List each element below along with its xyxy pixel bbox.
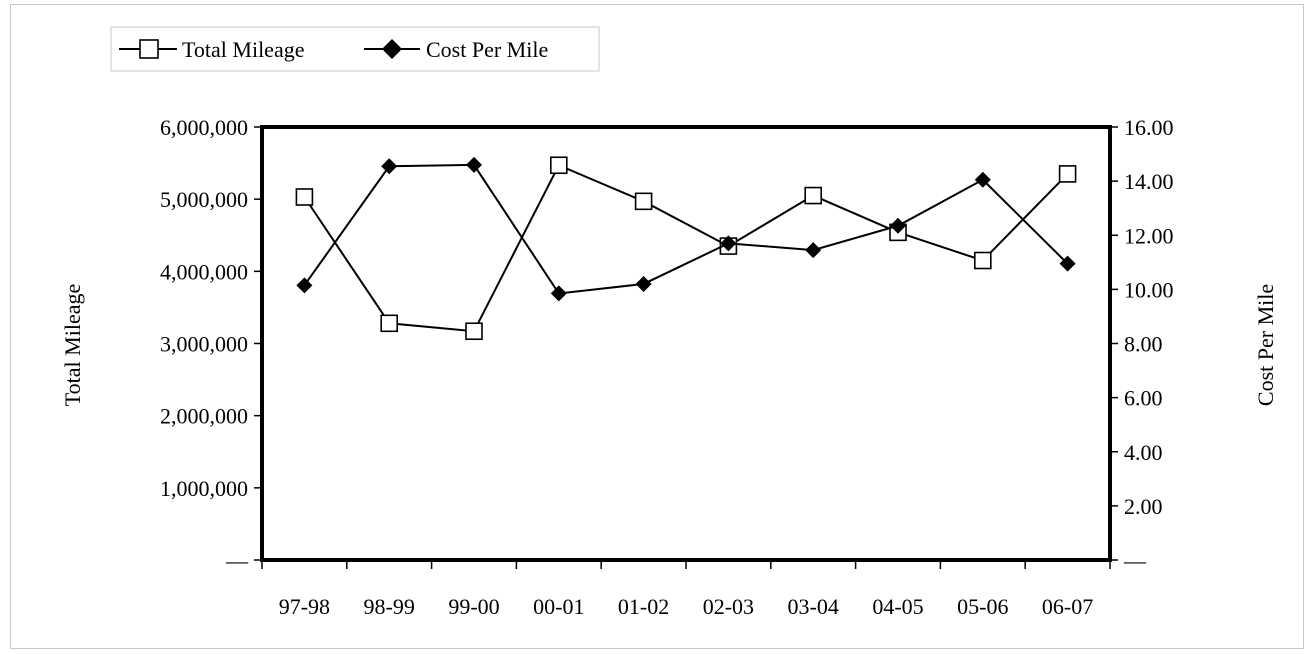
- data-point-cost-per-mile: [635, 275, 652, 292]
- series-line-total-mileage: [303, 163, 1069, 333]
- data-point-total-mileage: [549, 156, 568, 175]
- data-point-cost-per-mile: [974, 171, 991, 188]
- y-right-tick-label: —: [1123, 548, 1147, 573]
- plot-area: [260, 125, 1112, 562]
- data-point-total-mileage: [804, 186, 823, 205]
- y-axis-left: — 1,000,000 2,000,000 3,000,000 4,000,000 5,0…: [160, 115, 262, 573]
- legend-marker-diamond-icon: [382, 39, 402, 59]
- data-point-total-mileage: [295, 188, 314, 206]
- legend-item-cost-per-mile: Cost Per Mile: [364, 37, 548, 62]
- data-point-cost-per-mile: [381, 158, 398, 175]
- y-left-tick-label: 3,000,000: [160, 332, 248, 357]
- x-tick-label: 00-01: [533, 594, 584, 619]
- x-tick-label: 05-06: [957, 594, 1008, 619]
- y-left-tick-label: 4,000,000: [160, 259, 248, 284]
- data-point-cost-per-mile: [890, 217, 906, 234]
- x-axis: 97-98 98-99 99-00 00-01 01-02 02-03 03-04 04-05…: [261, 560, 1111, 619]
- y-right-tick-label: 2.00: [1124, 494, 1163, 519]
- y-axis-right: — 2.00 4.00 6.00 8.00 10.00 12.00 14.00 16.00: [1110, 115, 1174, 573]
- y-right-tick-label: 14.00: [1124, 169, 1174, 194]
- x-tick-label: 03-04: [788, 594, 839, 619]
- legend-label-total-mileage: Total Mileage: [182, 37, 304, 62]
- data-point-total-mileage: [634, 192, 653, 211]
- y-left-tick-label: 5,000,000: [160, 187, 248, 212]
- data-point-total-mileage: [973, 251, 992, 270]
- data-point-cost-per-mile: [466, 156, 482, 173]
- y-right-tick-label: 12.00: [1124, 223, 1174, 248]
- x-tick-label: 98-99: [364, 594, 415, 619]
- chart-frame: [10, 4, 1304, 649]
- data-point-total-mileage: [1058, 165, 1077, 183]
- x-tick-label: 02-03: [703, 594, 754, 619]
- data-point-cost-per-mile: [1059, 255, 1076, 272]
- legend-label-cost-per-mile: Cost Per Mile: [426, 37, 548, 62]
- data-point-cost-per-mile: [720, 235, 737, 252]
- x-tick-label: 99-00: [448, 594, 499, 619]
- x-tick-label: 04-05: [872, 594, 923, 619]
- y-right-tick-label: 16.00: [1124, 115, 1174, 140]
- y-left-tick-label: 2,000,000: [160, 404, 248, 429]
- series-layer: [295, 156, 1077, 341]
- x-tick-label: 06-07: [1042, 594, 1093, 619]
- y-axis-right-title: Cost Per Mile: [1253, 284, 1278, 406]
- y-left-tick-label: 1,000,000: [160, 476, 248, 501]
- data-point-cost-per-mile: [296, 277, 313, 294]
- y-right-tick-label: 4.00: [1124, 440, 1163, 465]
- legend-item-total-mileage: Total Mileage: [119, 37, 304, 62]
- y-right-tick-label: 6.00: [1124, 386, 1163, 411]
- x-tick-label: 97-98: [279, 594, 330, 619]
- data-point-total-mileage: [465, 322, 483, 341]
- y-left-tick-label: —: [225, 548, 249, 573]
- y-right-tick-label: 10.00: [1124, 277, 1174, 302]
- data-point-cost-per-mile: [550, 285, 567, 302]
- x-tick-label: 01-02: [618, 594, 669, 619]
- series-line-cost-per-mile: [303, 163, 1069, 295]
- legend: Total Mileage Cost Per Mile: [110, 26, 600, 72]
- data-point-cost-per-mile: [805, 242, 822, 259]
- legend-marker-square-icon: [139, 39, 159, 59]
- y-axis-left-title: Total Mileage: [60, 284, 85, 406]
- y-right-tick-label: 8.00: [1124, 332, 1163, 357]
- legend-box: [110, 26, 600, 72]
- data-point-total-mileage: [380, 314, 399, 333]
- y-left-tick-label: 6,000,000: [160, 115, 248, 140]
